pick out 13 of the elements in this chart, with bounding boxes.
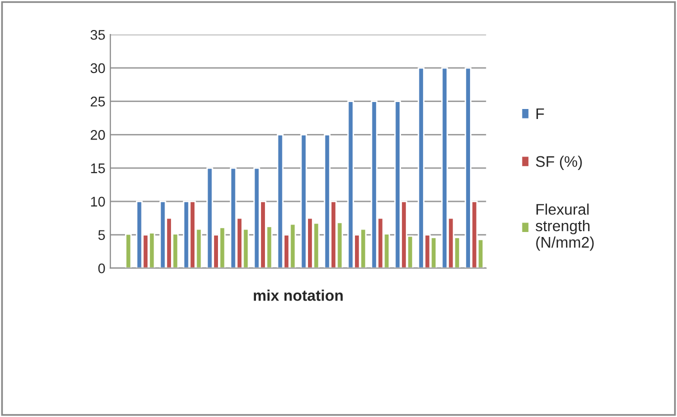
y-tick-label: 30 xyxy=(90,63,105,74)
bar xyxy=(125,233,132,268)
y-tick-label: 10 xyxy=(91,196,105,207)
legend-label: SF (%) xyxy=(536,156,582,170)
y-tick-label: 35 xyxy=(90,30,105,40)
x-axis-title: mix notation xyxy=(254,290,343,301)
y-tick-label: 15 xyxy=(91,164,105,174)
y-tick-label: 5 xyxy=(98,230,105,240)
y-tick-label: 0 xyxy=(98,263,105,274)
y-tick-label: 25 xyxy=(90,96,105,106)
y-tick-label: 20 xyxy=(90,130,105,140)
legend-label: Flexural strength (N/mm2) xyxy=(536,204,594,251)
legend-label: F xyxy=(536,108,544,119)
